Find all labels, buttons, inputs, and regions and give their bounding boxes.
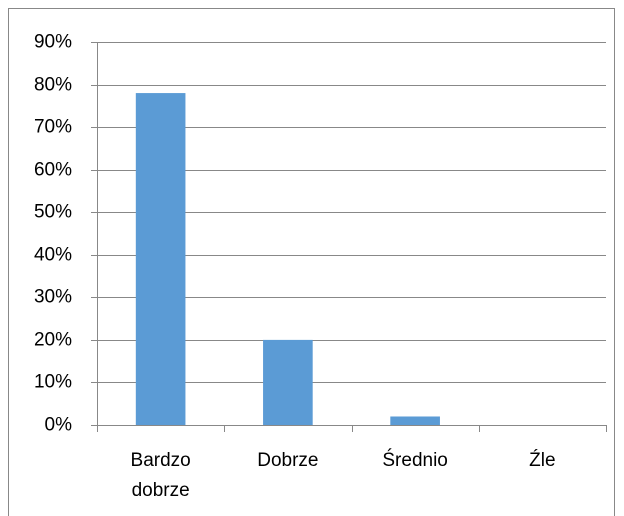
y-tick-label: 10% bbox=[34, 372, 72, 393]
bar bbox=[390, 416, 440, 425]
y-tick-label: 0% bbox=[45, 415, 73, 436]
y-tick-label: 70% bbox=[34, 117, 72, 138]
x-tick-label: Dobrze bbox=[257, 450, 319, 471]
bar bbox=[135, 93, 186, 426]
bar bbox=[263, 339, 313, 425]
y-tick-label: 90% bbox=[34, 32, 72, 53]
y-tick-label: 50% bbox=[34, 202, 72, 223]
y-tick-label: 60% bbox=[34, 160, 72, 181]
x-tick-label: Średnio bbox=[382, 450, 448, 471]
y-tick-label: 20% bbox=[34, 330, 72, 351]
y-tick-label: 80% bbox=[34, 75, 72, 96]
y-tick-label: 40% bbox=[34, 245, 72, 266]
x-tick-label: Źle bbox=[529, 450, 556, 471]
chart-frame bbox=[8, 8, 615, 516]
y-tick-label: 30% bbox=[34, 287, 72, 308]
x-tick-label: Bardzo dobrze bbox=[130, 450, 191, 501]
